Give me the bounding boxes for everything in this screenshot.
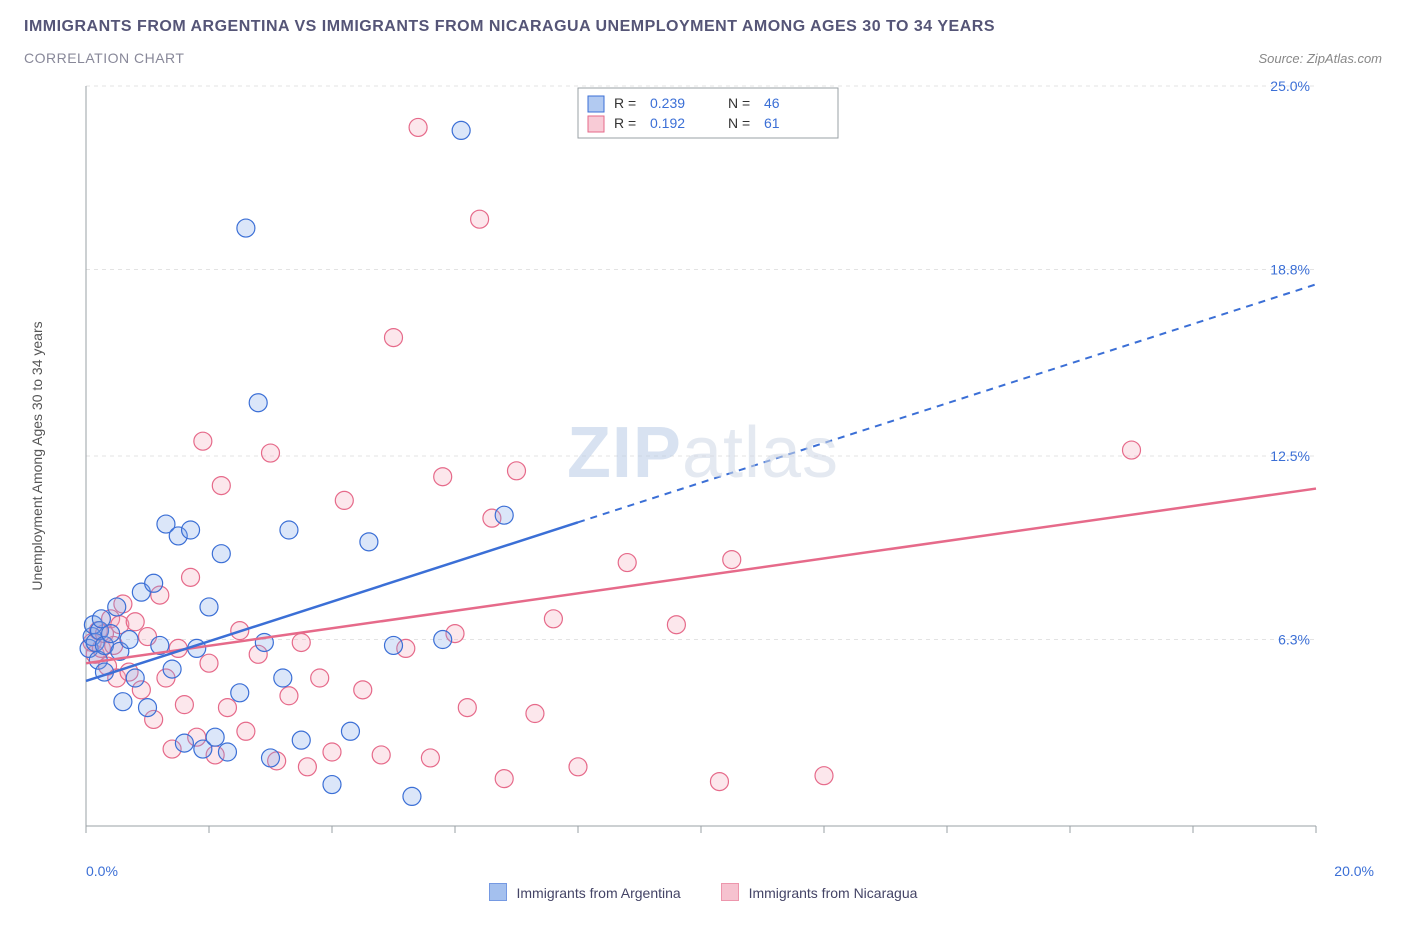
chart-subtitle: CORRELATION CHART	[24, 50, 184, 66]
svg-text:12.5%: 12.5%	[1270, 448, 1310, 464]
scatter-chart: 6.3% 12.5% 18.8% 25.0% Unemployment Among Ag…	[24, 76, 1324, 856]
svg-text:0.192: 0.192	[650, 115, 685, 131]
svg-text:61: 61	[764, 115, 780, 131]
svg-text:R =: R =	[614, 115, 636, 131]
svg-text:25.0%: 25.0%	[1270, 78, 1310, 94]
svg-text:6.3%: 6.3%	[1278, 632, 1310, 648]
legend-label-argentina: Immigrants from Argentina	[517, 885, 681, 901]
chart-container: ZIPatlas 6.3%12.5%18.8%25.0%Unemployment…	[24, 76, 1382, 861]
legend-swatch-argentina	[489, 883, 507, 901]
source-label: Source: ZipAtlas.com	[1258, 51, 1382, 66]
svg-text:18.8%: 18.8%	[1270, 262, 1310, 278]
svg-text:N =: N =	[728, 115, 750, 131]
svg-text:Unemployment Among Ages 30 to: Unemployment Among Ages 30 to 34 years	[29, 321, 45, 590]
x-max-label: 20.0%	[1334, 863, 1374, 879]
legend-item-argentina: Immigrants from Argentina	[489, 883, 681, 901]
legend-item-nicaragua: Immigrants from Nicaragua	[721, 883, 918, 901]
x-axis-labels: 0.0% 20.0%	[24, 863, 1382, 879]
svg-text:N =: N =	[728, 95, 750, 111]
x-min-label: 0.0%	[86, 863, 118, 879]
legend-label-nicaragua: Immigrants from Nicaragua	[749, 885, 918, 901]
chart-title: IMMIGRANTS FROM ARGENTINA VS IMMIGRANTS …	[24, 18, 1382, 36]
subtitle-row: CORRELATION CHART Source: ZipAtlas.com	[24, 50, 1382, 66]
svg-text:46: 46	[764, 95, 780, 111]
bottom-legend: Immigrants from Argentina Immigrants fro…	[24, 883, 1382, 901]
legend-swatch-nicaragua	[721, 883, 739, 901]
svg-text:R =: R =	[614, 95, 636, 111]
svg-text:0.239: 0.239	[650, 95, 685, 111]
